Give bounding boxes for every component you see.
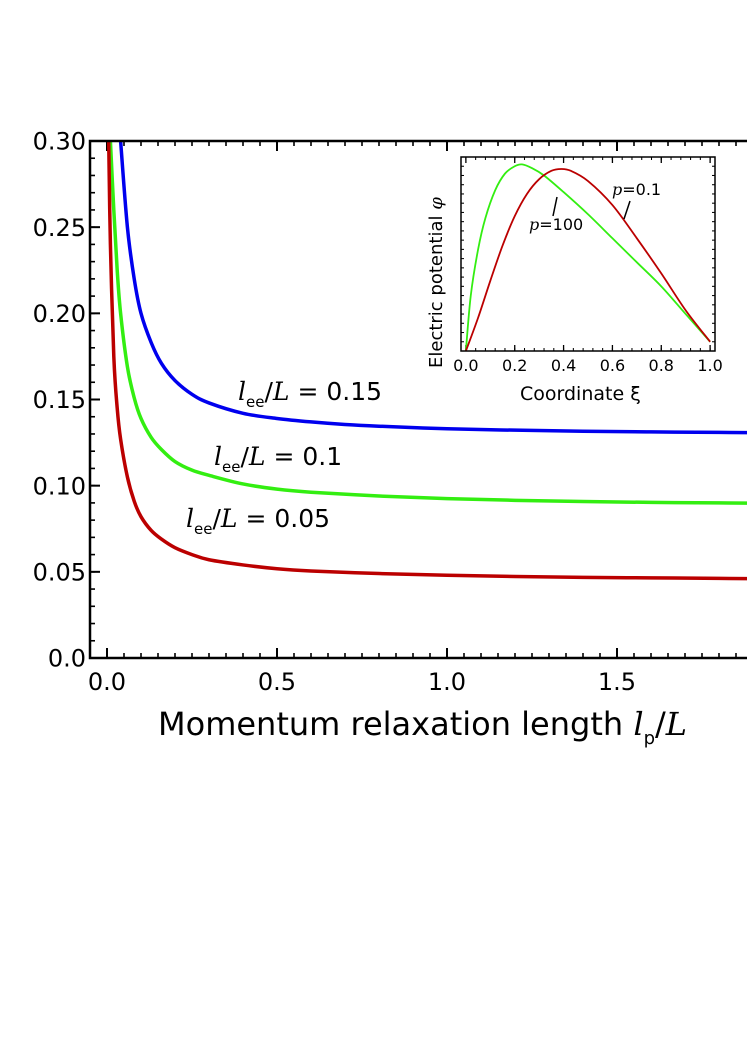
inset-chart: 0.0 0.2 0.4 0.6 0.8 1.0 p=0.1 p=100 Coordinat… — [426, 156, 723, 405]
inset-plot-frame — [460, 156, 716, 352]
main-plot-frame — [88, 139, 747, 660]
main-x-tick-label: 1.5 — [598, 668, 636, 696]
inset-label-p100: p=100 — [529, 215, 583, 234]
inset-label-p01: p=0.1 — [612, 180, 661, 199]
inset-y-axis-label: Electric potential φ — [426, 197, 447, 368]
inset-pointer-p100 — [552, 196, 558, 217]
inset-x-tick-label: 1.0 — [697, 356, 722, 375]
main-x-tick-label: 1.0 — [428, 668, 466, 696]
inset-x-tick-label: 0.8 — [649, 356, 674, 375]
series-label-0010: lee/L = 0.1 — [214, 442, 342, 476]
inset-x-tick-label: 0.4 — [551, 356, 576, 375]
main-y-tick-label: 0.10 — [33, 472, 86, 500]
main-y-tick-label: 0.15 — [33, 386, 86, 414]
inset-x-tick-label: 0.0 — [453, 356, 478, 375]
inset-x-tick-label: 0.6 — [600, 356, 625, 375]
inset-series — [464, 163, 711, 351]
inset-series-line-1 — [465, 168, 711, 351]
inset-pointer-p01 — [623, 200, 631, 220]
inset-x-tick-label: 0.2 — [502, 356, 527, 375]
inset-tick-labels: 0.0 0.2 0.4 0.6 0.8 1.0 — [453, 356, 723, 375]
inset-background — [461, 157, 715, 351]
main-x-tick-label: 0.0 — [88, 668, 126, 696]
main-series-line-1 — [108, 141, 747, 505]
main-x-tick-label: 0.5 — [258, 668, 296, 696]
series-label-0005: lee/L = 0.05 — [186, 504, 330, 538]
main-series-line-0 — [118, 141, 747, 435]
main-chart: 0.00.51.01.520.00.050.100.150.200.250.30… — [33, 128, 747, 749]
main-series — [106, 141, 747, 581]
main-x-axis-label: Momentum relaxation length lp/L — [158, 705, 687, 749]
inset-x-axis-label: Coordinate ξ — [520, 383, 641, 405]
main-series-line-2 — [106, 141, 747, 581]
main-y-tick-label: 0.30 — [33, 128, 86, 156]
inset-series-line-0 — [464, 163, 711, 351]
main-tick-labels: 0.00.51.01.520.00.050.100.150.200.250.30 — [33, 128, 637, 696]
main-y-tick-label: 0.05 — [33, 558, 86, 586]
main-y-tick-label: 0.0 — [48, 645, 86, 673]
main-y-tick-label: 0.20 — [33, 300, 86, 328]
series-label-0015: lee/L = 0.15 — [238, 377, 382, 411]
main-y-tick-label: 0.25 — [33, 214, 86, 242]
